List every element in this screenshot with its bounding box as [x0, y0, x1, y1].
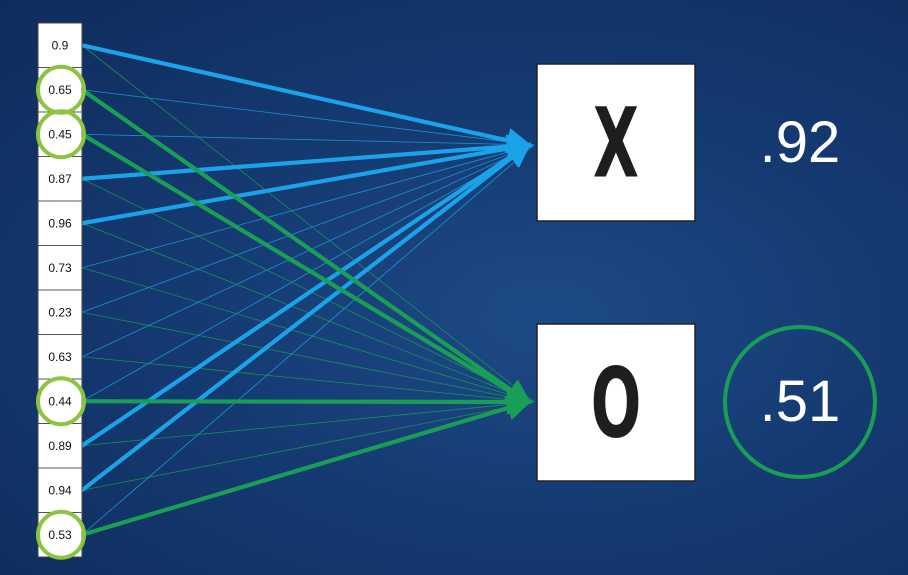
- input-value: 0.89: [48, 439, 72, 453]
- input-value: 0.94: [48, 483, 72, 497]
- output-score: .51: [760, 369, 841, 434]
- weak-connection: [81, 144, 535, 536]
- strong-connection: [79, 132, 532, 405]
- weak-connection: [81, 267, 535, 403]
- output-box: [536, 63, 696, 222]
- strong-connection: [79, 142, 532, 493]
- output-box: [536, 323, 696, 482]
- input-value: 0.73: [48, 261, 72, 275]
- input-value: 0.63: [48, 350, 72, 364]
- output-score: .92: [760, 110, 841, 175]
- weak-connection: [81, 133, 535, 146]
- input-value: 0.44: [48, 394, 72, 408]
- strong-connection: [79, 136, 533, 226]
- strong-connection: [79, 395, 533, 537]
- output-label: X: [593, 88, 639, 200]
- input-value: 0.9: [52, 38, 69, 52]
- strong-connection: [79, 43, 533, 153]
- input-value: 0.53: [48, 528, 72, 542]
- highlight-ring: [36, 109, 86, 160]
- weak-connection: [81, 144, 535, 269]
- input-value: 0.23: [48, 305, 72, 319]
- weak-connection: [81, 144, 535, 402]
- weak-connection: [81, 401, 535, 447]
- input-column: 0.9 0.65 0.45 0.87 0.96 0.73 0.23 0.63 0.44 0.89 0…: [36, 22, 86, 560]
- input-value: 0.87: [48, 172, 72, 186]
- input-value: 0.96: [48, 216, 72, 230]
- weak-connection: [81, 144, 535, 358]
- weak-connection: [81, 144, 535, 313]
- strong-connection: [79, 87, 532, 405]
- highlight-ring: [36, 376, 86, 427]
- weak-connection: [81, 89, 535, 146]
- weak-connection: [81, 311, 535, 403]
- score-ring: [723, 325, 877, 479]
- weak-connection: [81, 401, 535, 491]
- weak-connection: [81, 222, 535, 403]
- input-value: 0.65: [48, 83, 72, 97]
- strong-connection: [79, 142, 532, 448]
- input-value: 0.45: [48, 127, 72, 141]
- weak-connection: [81, 356, 535, 403]
- output-label: O: [591, 348, 642, 460]
- highlight-ring: [36, 509, 86, 560]
- connections: [79, 43, 535, 537]
- weak-connection: [81, 44, 535, 403]
- strong-connection: [79, 389, 533, 415]
- strong-connection: [79, 134, 533, 181]
- weak-connection: [81, 178, 535, 403]
- output-nodes: X .92 O .51: [536, 63, 877, 482]
